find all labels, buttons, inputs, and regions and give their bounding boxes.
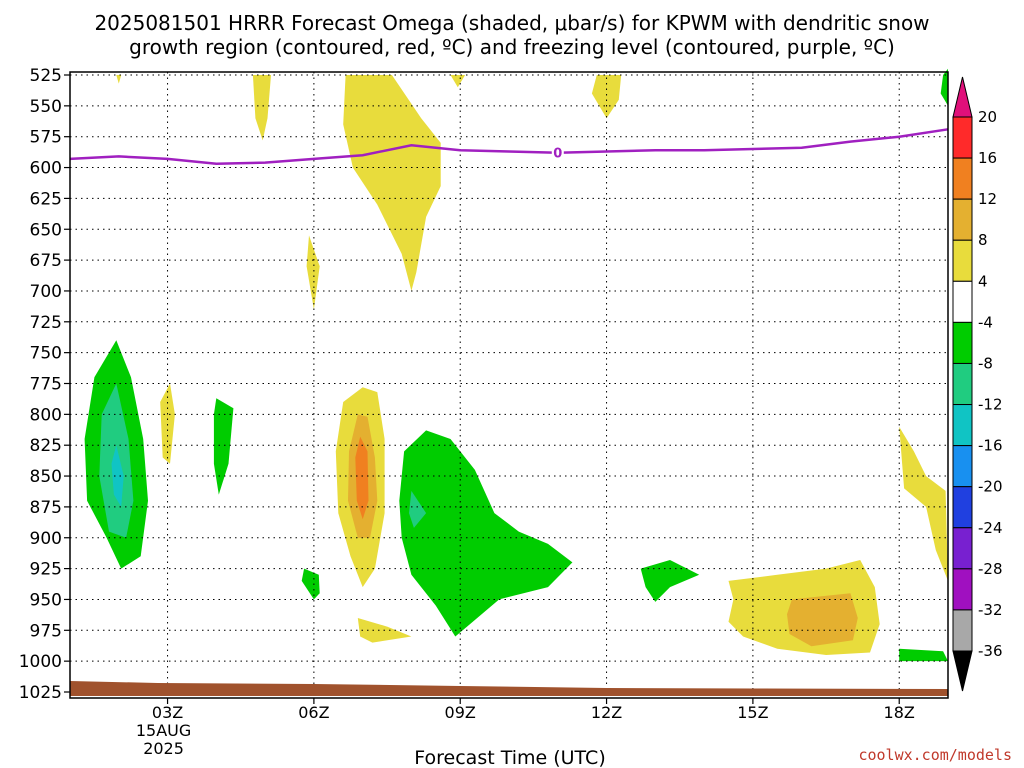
omega-region-15 <box>213 398 234 495</box>
colorbar-swatch-4 <box>952 280 973 323</box>
omega-region-0 <box>252 75 271 141</box>
chart-title-line2: growth region (contoured, red, ºC) and f… <box>129 35 895 59</box>
x-axis-label: Forecast Time (UTC) <box>414 747 605 768</box>
omega-region-3 <box>450 75 466 88</box>
colorbar-label-11: -28 <box>978 560 1003 578</box>
y-tick-725: 725 <box>30 313 62 333</box>
x-tick-date: 15AUG <box>136 721 191 740</box>
omega-region-16 <box>301 568 320 600</box>
omega-region-18 <box>640 560 700 602</box>
x-tick-03Z: 03Z <box>152 703 183 722</box>
colorbar-swatch-3 <box>952 239 973 282</box>
colorbar-label-12: -32 <box>978 601 1003 619</box>
y-tick-625: 625 <box>30 189 62 209</box>
plot-area: 0 <box>69 68 949 699</box>
colorbar-label-4: 4 <box>978 272 988 290</box>
omega-region-6 <box>160 383 175 464</box>
terrain-surface <box>70 681 948 696</box>
y-tick-825: 825 <box>30 436 62 456</box>
colorbar-swatch-5 <box>952 321 973 364</box>
x-tick-15Z: 15Z <box>737 703 768 722</box>
chart-title-line1: 2025081501 HRRR Forecast Omega (shaded, … <box>94 11 929 35</box>
y-tick-775: 775 <box>30 375 62 395</box>
y-axis: 525 550 575 600 625 650 675 700 725 750 775 800 825 8… <box>19 66 70 703</box>
x-tick-18Z: 18Z <box>884 703 915 722</box>
colorbar-label-3: 8 <box>978 231 988 249</box>
freezing-level-label-bg <box>551 144 564 159</box>
colorbar-swatch-11 <box>952 568 973 611</box>
colorbar-swatch-12 <box>952 609 973 652</box>
omega-region-5 <box>116 75 122 84</box>
colorbar-label-6: -8 <box>978 354 993 372</box>
omega-region-10 <box>899 426 948 581</box>
omega-region-19 <box>899 648 948 662</box>
omega-region-23 <box>111 445 124 507</box>
y-tick-950: 950 <box>30 590 62 610</box>
omega-region-2 <box>306 235 320 310</box>
colorbar-swatch-10 <box>952 527 973 570</box>
x-tick-09Z: 09Z <box>445 703 476 722</box>
freezing-level-label: 0 <box>553 147 562 162</box>
omega-shading <box>84 68 948 662</box>
y-tick-800: 800 <box>30 405 62 425</box>
colorbar-swatch-2 <box>952 198 973 241</box>
omega-region-22 <box>409 490 427 528</box>
omega-region-13 <box>355 436 369 520</box>
colorbar-swatch-7 <box>952 404 973 447</box>
y-tick-975: 975 <box>30 621 62 641</box>
colorbar-top-arrow <box>952 76 973 118</box>
omega-region-20 <box>940 68 948 106</box>
x-tick-year: 2025 <box>143 739 184 758</box>
y-tick-925: 925 <box>30 560 62 580</box>
freezing-level-line <box>69 128 949 166</box>
colorbar-swatch-0 <box>952 116 973 159</box>
y-tick-600: 600 <box>30 159 62 179</box>
y-tick-550: 550 <box>30 97 62 117</box>
colorbar: 20 16 12 8 4 -4 -8 -12 -16 -20 -24 -28 -32 -36 <box>952 76 1003 692</box>
colorbar-swatch-1 <box>952 157 973 200</box>
omega-region-17 <box>399 430 573 637</box>
colorbar-label-1: 16 <box>978 149 997 167</box>
y-tick-900: 900 <box>30 529 62 549</box>
y-tick-650: 650 <box>30 220 62 240</box>
y-tick-875: 875 <box>30 498 62 518</box>
colorbar-label-0: 20 <box>978 108 997 126</box>
terrain <box>70 681 948 696</box>
freezing-level-contour: 0 <box>69 128 949 166</box>
credit-text: coolwx.com/models <box>858 746 1012 764</box>
omega-region-4 <box>591 75 622 119</box>
omega-region-12 <box>787 593 858 647</box>
colorbar-label-10: -24 <box>978 519 1003 537</box>
colorbar-label-8: -16 <box>978 437 1003 455</box>
y-tick-575: 575 <box>30 128 62 148</box>
x-tick-06Z: 06Z <box>298 703 329 722</box>
colorbar-swatch-6 <box>952 362 973 406</box>
colorbar-label-9: -20 <box>978 478 1003 496</box>
grid-lines <box>70 72 948 693</box>
y-tick-1025: 1025 <box>19 683 62 703</box>
y-tick-1000: 1000 <box>19 652 62 672</box>
colorbar-bottom-arrow <box>952 650 973 692</box>
colorbar-swatch-8 <box>952 445 973 488</box>
colorbar-label-5: -4 <box>978 313 993 331</box>
y-tick-700: 700 <box>30 282 62 302</box>
colorbar-label-13: -36 <box>978 642 1003 660</box>
y-tick-850: 850 <box>30 467 62 487</box>
y-tick-675: 675 <box>30 251 62 271</box>
y-tick-525: 525 <box>30 66 62 86</box>
colorbar-label-2: 12 <box>978 190 997 208</box>
colorbar-label-7: -12 <box>978 396 1003 414</box>
colorbar-swatch-9 <box>952 486 973 529</box>
omega-region-1 <box>343 75 441 291</box>
plot-frame <box>69 71 949 699</box>
y-tick-750: 750 <box>30 344 62 364</box>
x-tick-12Z: 12Z <box>591 703 622 722</box>
